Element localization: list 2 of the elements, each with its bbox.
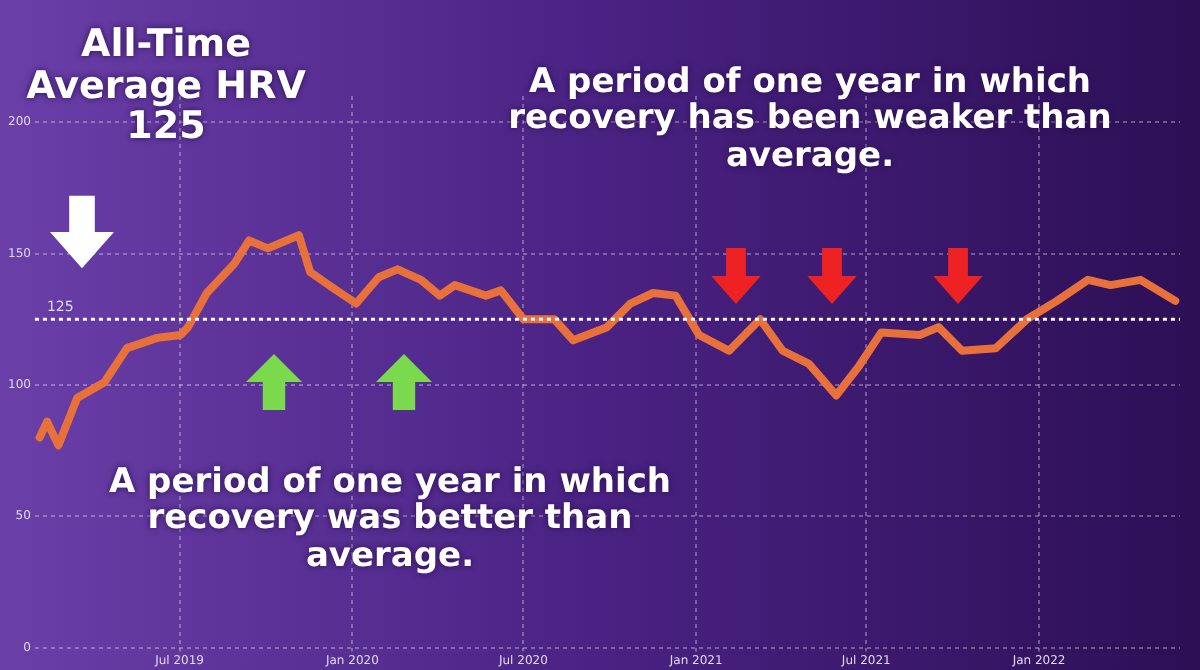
annotation: A period of one year in which recovery was better than average. xyxy=(106,462,674,576)
annotation: A period of one year in which recovery has been weaker than average. xyxy=(506,62,1114,176)
